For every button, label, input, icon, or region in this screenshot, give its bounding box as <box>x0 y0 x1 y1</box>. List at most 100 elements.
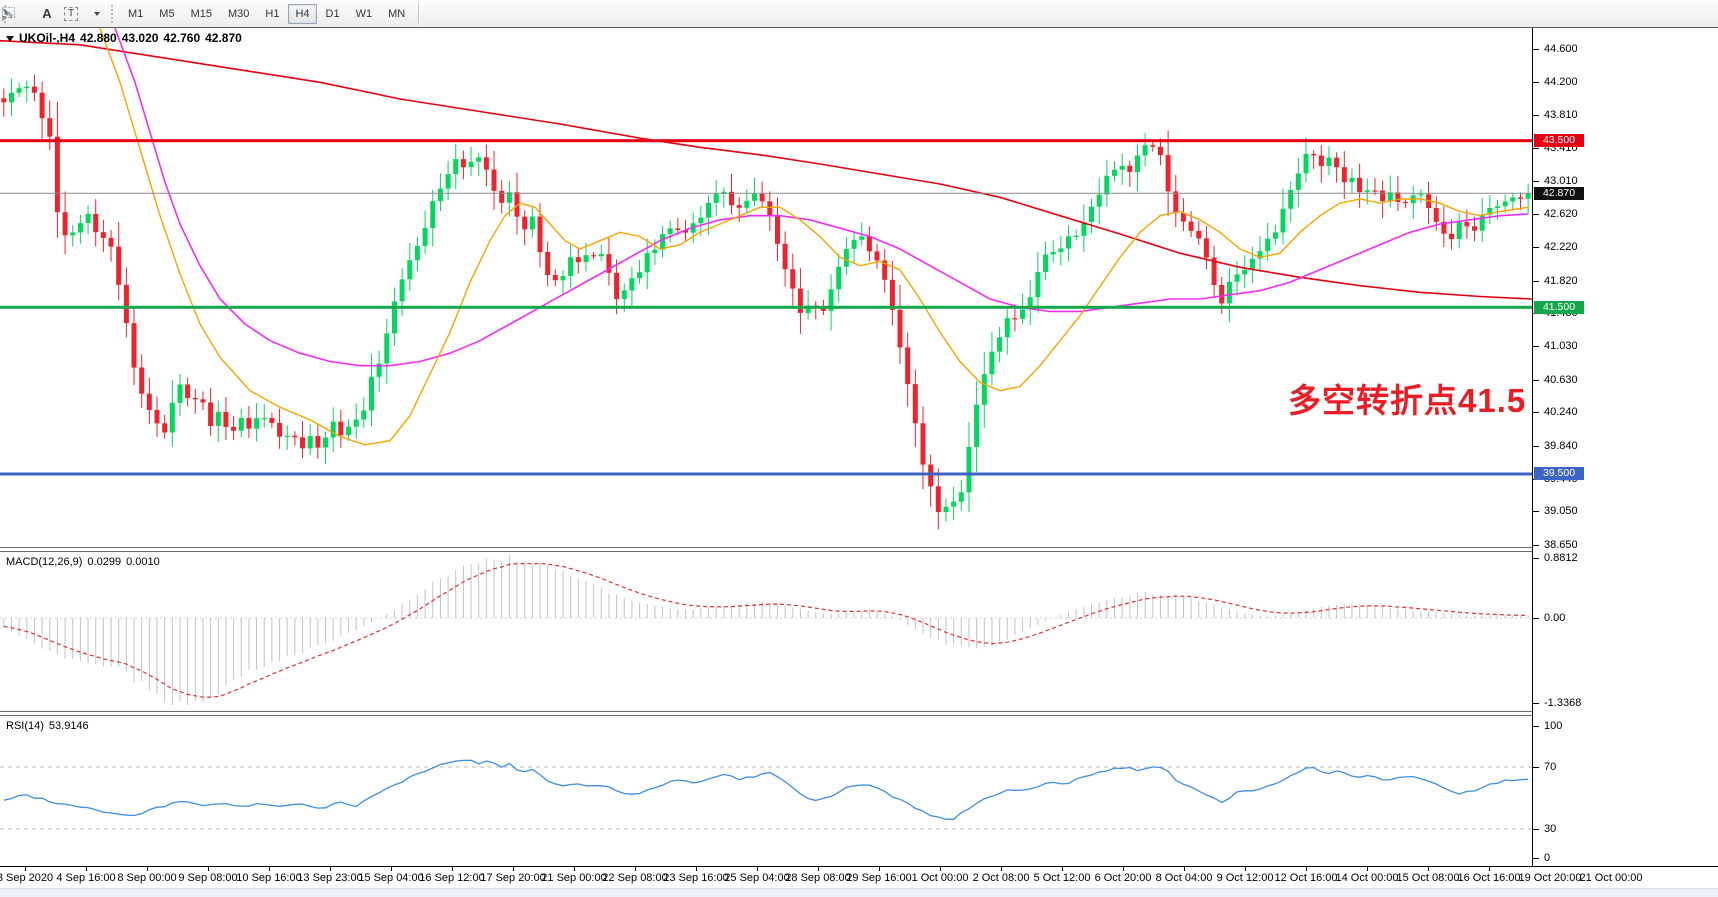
rsi-value: 53.9146 <box>48 720 89 732</box>
candle-body <box>935 486 941 513</box>
time-tick-mark <box>208 867 209 871</box>
candle-body <box>277 423 283 437</box>
price-tick-mark <box>1533 380 1539 381</box>
timeframe-button-w1[interactable]: W1 <box>349 4 380 24</box>
text-label-tool-button[interactable]: A <box>35 3 59 25</box>
timeframe-button-m15[interactable]: M15 <box>184 4 219 24</box>
candle-body <box>1020 309 1026 319</box>
time-axis-label: 10 Sep 16:00 <box>236 872 302 884</box>
candle-body <box>139 367 145 394</box>
candle-body <box>767 201 773 217</box>
macd-indicator-canvas[interactable] <box>0 552 1532 710</box>
price-chart-canvas[interactable] <box>0 28 1532 547</box>
candle-body <box>1027 297 1033 310</box>
candle-body <box>514 192 520 217</box>
candle-body <box>912 384 918 424</box>
candle-body <box>1418 194 1424 196</box>
timeframe-button-m30[interactable]: M30 <box>221 4 256 24</box>
candle-body <box>1472 226 1477 231</box>
candle-body <box>307 436 313 449</box>
candle-body <box>1334 157 1340 168</box>
time-axis-label: 15 Sep 04:00 <box>358 872 424 884</box>
text-box-tool-button[interactable]: T <box>59 3 83 25</box>
time-tick-mark <box>513 867 514 871</box>
timeframe-button-mn[interactable]: MN <box>381 4 412 24</box>
candle-body <box>483 157 489 170</box>
candle-body <box>1326 157 1332 166</box>
timeframe-button-m1[interactable]: M1 <box>121 4 150 24</box>
candle-body <box>981 374 987 405</box>
candle-body <box>1518 197 1523 199</box>
price-tick-label: 41.030 <box>1544 340 1578 352</box>
macd-tick-mark <box>1533 618 1539 619</box>
candle-body <box>874 251 880 261</box>
timeframe-button-m5[interactable]: M5 <box>152 4 181 24</box>
candle-body <box>476 157 482 162</box>
rsi-panel-splitter[interactable] <box>0 711 1718 712</box>
candle-body <box>200 399 206 403</box>
timeframe-button-h1[interactable]: H1 <box>258 4 286 24</box>
price-tick-label: 43.010 <box>1544 175 1578 187</box>
horizontal-level-line-43.5[interactable] <box>0 139 1532 143</box>
horizontal-level-line-39.5[interactable] <box>0 472 1532 476</box>
time-axis[interactable]: 3 Sep 2020 4 Sep 16:00 8 Sep 00:00 9 Sep 08… <box>0 867 1718 888</box>
time-axis-label: 28 Sep 08:00 <box>785 872 851 884</box>
time-tick-mark <box>1184 867 1185 871</box>
candle-body <box>376 363 382 377</box>
candle-body <box>1249 258 1255 270</box>
price-tick-mark <box>1533 346 1539 347</box>
time-tick-mark <box>1428 867 1429 871</box>
candle-body <box>598 254 604 257</box>
candle-body <box>790 269 796 289</box>
candle-body <box>897 309 903 348</box>
time-tick-mark <box>147 867 148 871</box>
chart-title[interactable]: UKOil-,H4 42.880 43.020 42.760 42.870 <box>6 31 247 45</box>
candle-body <box>652 249 658 254</box>
time-tick-mark <box>574 867 575 871</box>
arrow-objects-dropdown-button[interactable] <box>2 3 107 25</box>
chart-annotation-text[interactable]: 多空转折点41.5 <box>1288 382 1527 419</box>
candle-body <box>1272 232 1278 239</box>
candle-body <box>47 118 53 137</box>
candle-body <box>889 279 895 310</box>
rsi-panel-splitter-lower[interactable] <box>0 715 1718 716</box>
candle-body <box>552 275 558 281</box>
time-tick-mark <box>696 867 697 871</box>
candle-body <box>445 174 451 189</box>
candle-body <box>752 193 757 201</box>
candle-body <box>851 239 857 249</box>
candle-body <box>269 418 275 423</box>
timeframe-toolbar-drag-handle[interactable] <box>110 4 115 23</box>
symbol-dropdown-icon[interactable] <box>6 36 14 42</box>
candle-body <box>614 272 620 300</box>
candle-body <box>108 237 114 247</box>
candle-body <box>39 92 45 119</box>
time-tick-mark <box>1489 867 1490 871</box>
time-tick-mark <box>391 867 392 871</box>
candle-body <box>392 301 397 334</box>
crosshair-icon[interactable]: F <box>2 3 35 25</box>
macd-panel-splitter-lower[interactable] <box>0 551 1718 552</box>
candle-body <box>330 421 336 438</box>
candle-body <box>583 255 589 263</box>
toolbar-drag-handle[interactable] <box>3 4 8 23</box>
timeframe-button-d1[interactable]: D1 <box>319 4 347 24</box>
candle-body <box>292 435 298 438</box>
time-tick-mark <box>452 867 453 871</box>
price-tick-mark <box>1533 214 1539 215</box>
rsi-indicator-canvas[interactable] <box>0 716 1532 866</box>
time-axis-label: 5 Oct 12:00 <box>1033 872 1091 884</box>
macd-signal-line <box>3 562 1529 698</box>
slow-ma-line <box>0 39 1532 300</box>
candle-body <box>1303 154 1309 174</box>
candle-body <box>24 86 30 89</box>
timeframe-button-h4[interactable]: H4 <box>288 3 317 24</box>
candle-body <box>1364 190 1370 193</box>
macd-panel-splitter[interactable] <box>0 547 1718 548</box>
horizontal-level-line-41.5[interactable] <box>0 305 1532 309</box>
time-tick-mark <box>1001 867 1002 871</box>
candle-body <box>1127 165 1133 172</box>
candle-body <box>958 492 964 502</box>
price-tick-mark <box>1533 181 1539 182</box>
price-axis[interactable]: 44.600 44.200 43.810 43.410 43.010 42.620 42.2… <box>1532 28 1718 866</box>
